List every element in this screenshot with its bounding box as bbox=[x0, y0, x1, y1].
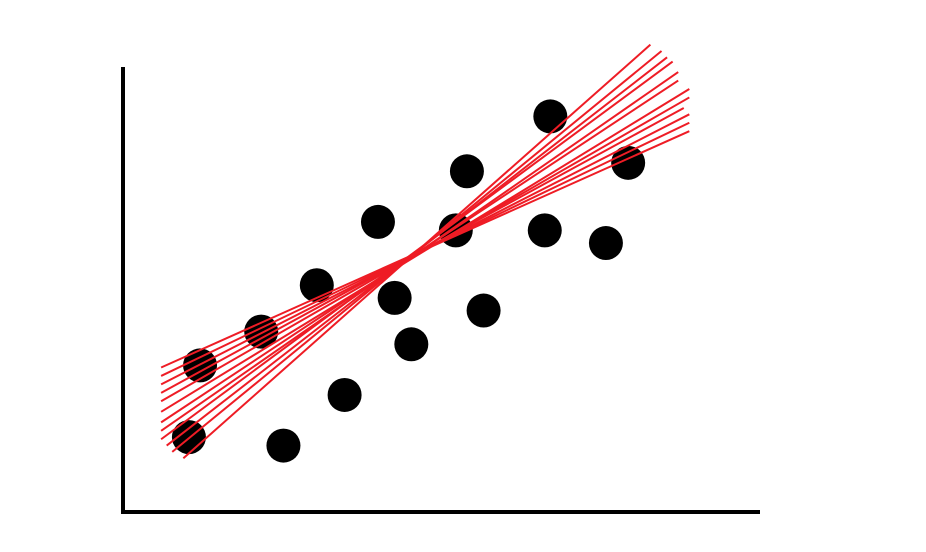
data-point-9 bbox=[394, 327, 429, 362]
data-point-8 bbox=[377, 280, 412, 315]
points-layer bbox=[171, 99, 646, 463]
data-point-4 bbox=[266, 428, 301, 463]
fit-lines-layer bbox=[160, 43, 690, 459]
data-point-7 bbox=[360, 204, 395, 239]
data-point-13 bbox=[527, 213, 562, 248]
data-point-14 bbox=[533, 99, 568, 134]
fit-line-12 bbox=[160, 130, 690, 369]
axes bbox=[121, 67, 760, 514]
data-point-6 bbox=[327, 377, 362, 412]
data-point-12 bbox=[466, 293, 501, 328]
data-point-15 bbox=[588, 226, 623, 261]
data-point-11 bbox=[449, 154, 484, 189]
fit-line-6 bbox=[182, 43, 652, 459]
